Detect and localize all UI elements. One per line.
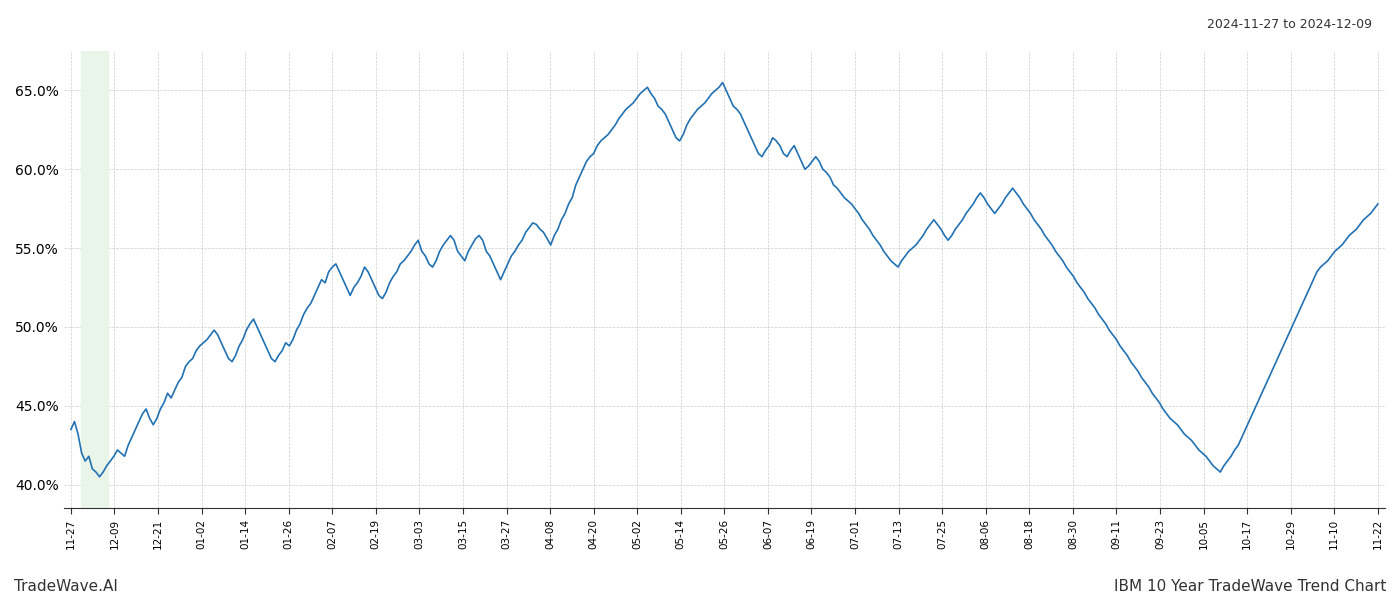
Text: TradeWave.AI: TradeWave.AI xyxy=(14,579,118,594)
Bar xyxy=(81,51,108,508)
Text: IBM 10 Year TradeWave Trend Chart: IBM 10 Year TradeWave Trend Chart xyxy=(1113,579,1386,594)
Text: 2024-11-27 to 2024-12-09: 2024-11-27 to 2024-12-09 xyxy=(1207,18,1372,31)
